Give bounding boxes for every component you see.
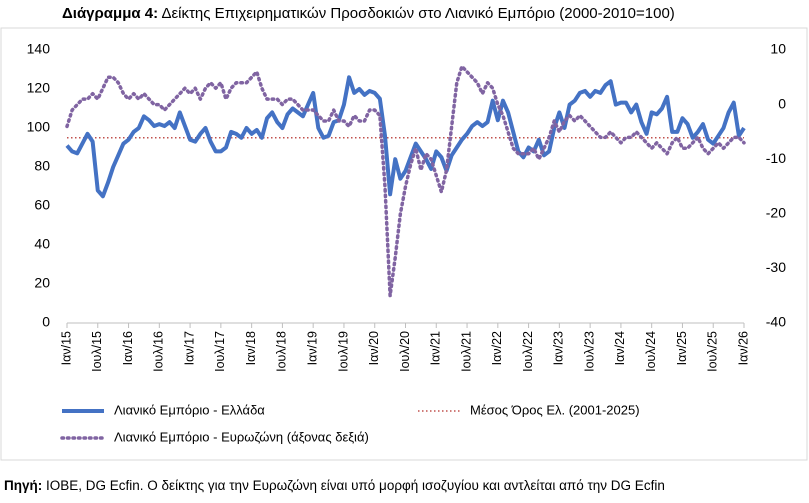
y2-tick-label: 0	[778, 95, 786, 111]
x-tick-label: Ιουλ/25	[706, 331, 720, 372]
y-tick-label: 120	[27, 80, 51, 96]
y-tick-label: 0	[42, 314, 50, 330]
x-tick-label: Ιαν/26	[736, 331, 750, 365]
legend-label: Λιανικό Εμπόριο - Ευρωζώνη (άξονας δεξιά…	[114, 429, 369, 444]
title-label: Διάγραμμα 4:	[62, 5, 158, 22]
y-tick-label: 60	[34, 197, 50, 213]
chart-title: Διάγραμμα 4: Δείκτης Επιχειρηματικών Προ…	[62, 5, 675, 22]
y2-tick-label: 10	[770, 41, 786, 57]
x-tick-label: Ιουλ/15	[90, 331, 104, 372]
legend-label: Μέσος Όρος Ελ. (2001-2025)	[470, 402, 640, 417]
x-tick-label: Ιουλ/16	[152, 331, 166, 372]
y-tick-label: 20	[34, 275, 50, 291]
x-tick-label: Ιαν/23	[552, 331, 566, 365]
series-line	[65, 64, 746, 298]
x-tick-label: Ιαν/21	[429, 331, 443, 365]
x-tick-label: Ιουλ/18	[275, 331, 289, 372]
x-tick-label: Ιουλ/22	[521, 331, 535, 372]
source-label: Πηγή:	[4, 478, 42, 493]
x-tick-label: Ιουλ/20	[398, 331, 412, 372]
x-tick-label: Ιαν/18	[244, 331, 258, 365]
x-tick-label: Ιουλ/21	[459, 331, 473, 372]
legend-label: Λιανικό Εμπόριο - Ελλάδα	[114, 402, 265, 417]
chart-frame	[0, 27, 808, 461]
y-tick-label: 140	[27, 41, 51, 57]
x-tick-label: Ιουλ/17	[213, 331, 227, 372]
x-tick-label: Ιαν/19	[305, 331, 319, 365]
x-tick-label: Ιαν/22	[490, 331, 504, 365]
source-text: ΙΟΒΕ, DG Ecfin. Ο δείκτης για την Ευρωζώ…	[46, 478, 665, 493]
y-tick-label: 100	[27, 119, 51, 135]
x-tick-label: Ιαν/17	[182, 331, 196, 365]
x-tick-label: Ιουλ/24	[644, 331, 658, 372]
y-tick-label: 40	[34, 236, 50, 252]
series-line	[65, 75, 746, 199]
x-tick-label: Ιαν/20	[367, 331, 381, 365]
x-tick-label: Ιαν/24	[613, 331, 627, 365]
x-tick-label: Ιαν/15	[59, 331, 73, 365]
y2-tick-label: -20	[766, 205, 786, 221]
x-tick-label: Ιαν/16	[121, 331, 135, 365]
y2-tick-label: -40	[766, 314, 786, 330]
x-tick-label: Ιαν/25	[675, 331, 689, 365]
x-tick-label: Ιουλ/23	[582, 331, 596, 372]
y2-tick-label: -10	[766, 150, 786, 166]
y2-tick-label: -30	[766, 259, 786, 275]
title-text: Δείκτης Επιχειρηματικών Προσδοκιών στο Λ…	[161, 5, 674, 22]
source: Πηγή: ΙΟΒΕ, DG Ecfin. Ο δείκτης για την …	[4, 478, 665, 493]
x-tick-label: Ιουλ/19	[336, 331, 350, 372]
y-tick-label: 80	[34, 158, 50, 174]
